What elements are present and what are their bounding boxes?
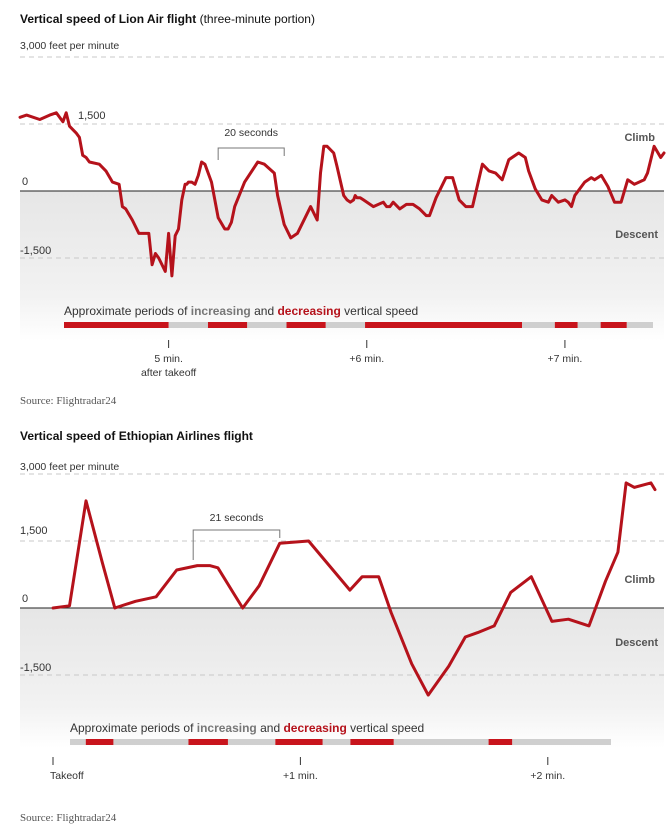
chart1-annotation-label: 20 seconds [224,127,278,139]
chart1-series-line [18,111,666,278]
chart2-periods-bar [70,739,611,745]
chart2-period-increasing [512,739,611,745]
chart1-y-tick-labels: 3,000 feet per minute 1,500 0 -1,500 [20,40,119,257]
chart2-x-tick-label: +1 min. [283,770,318,782]
chart2-period-decreasing [275,739,323,745]
chart2-y-tick-label: 0 [22,593,28,605]
chart1-subtitle: (three-minute portion) [200,12,315,26]
chart1-period-decreasing [207,322,248,328]
lion-air-chart: Vertical speed of Lion Air flight (three… [18,12,666,407]
chart2-x-axis: Takeoff +1 min. +2 min. [50,757,565,782]
chart2-series [51,481,657,697]
chart1-period-increasing [247,322,287,328]
chart1-title: Vertical speed of Lion Air flight [20,12,196,26]
chart2-period-decreasing [350,739,394,745]
chart2-period-increasing [227,739,276,745]
chart1-descent-area [20,191,664,341]
chart1-periods-increasing: increasing [191,304,251,318]
chart1-periods-caption: Approximate periods of increasing and de… [64,304,418,318]
chart1-y-tick-label: 3,000 feet per minute [20,40,119,52]
chart1-period-increasing [325,322,366,328]
chart1-annotation: 20 seconds [217,127,285,160]
chart2-periods-part3: and [257,721,284,735]
chart2-y-tick-labels: 3,000 feet per minute 1,500 0 -1,500 [20,461,119,674]
chart1-period-decreasing [554,322,578,328]
chart1-periods-part5: vertical speed [341,304,418,318]
chart1-period-increasing [577,322,601,328]
chart2-period-decreasing [188,739,228,745]
chart1-period-decreasing [286,322,326,328]
chart1-period-increasing [626,322,653,328]
chart1-period-decreasing [64,322,169,328]
chart2-y-tick-label: -1,500 [20,662,51,674]
chart2-periods-part1: Approximate periods of [70,721,197,735]
chart2-period-increasing [70,739,86,745]
chart1-title-line: Vertical speed of Lion Air flight (three… [20,12,315,26]
chart2-y-tick-label: 1,500 [20,525,48,537]
chart2-x-tick-label: +2 min. [530,770,565,782]
chart2-periods-part5: vertical speed [347,721,424,735]
chart2-period-increasing [113,739,189,745]
chart1-x-tick-label: 5 min. [154,353,183,365]
chart2-annotation: 21 seconds [192,512,281,560]
chart2-annotation-bracket [192,529,281,560]
chart1-x-tick-label-line2: after takeoff [141,367,196,379]
chart2-descent-area [20,608,664,748]
chart2-series-line [51,481,657,697]
chart2-period-decreasing [85,739,114,745]
chart1-periods-decreasing: decreasing [277,304,340,318]
chart1-descent-label: Descent [615,229,658,241]
chart1-x-axis: 5 min. after takeoff +6 min. +7 min. [141,340,582,379]
chart2-period-increasing [393,739,489,745]
chart1-period-decreasing [600,322,627,328]
chart2-gridlines [20,473,664,676]
chart2-periods-increasing: increasing [197,721,257,735]
chart1-source: Source: Flightradar24 [20,395,117,407]
chart1-periods-part3: and [251,304,278,318]
chart1-climb-label: Climb [624,132,655,144]
chart1-y-tick-label: -1,500 [20,245,51,257]
chart2-periods-decreasing: decreasing [283,721,346,735]
chart2-title: Vertical speed of Ethiopian Airlines fli… [20,429,253,443]
chart1-period-increasing [168,322,208,328]
chart2-x-tick-label: Takeoff [50,770,84,782]
chart1-period-decreasing [365,322,523,328]
chart1-annotation-bracket [217,147,285,160]
chart1-period-increasing [522,322,555,328]
chart2-source: Source: Flightradar24 [20,812,117,824]
chart2-period-increasing [322,739,351,745]
chart1-series [18,111,666,278]
chart1-y-tick-label: 1,500 [78,110,106,122]
chart1-y-tick-label: 0 [22,176,28,188]
chart1-x-tick-label: +6 min. [349,353,384,365]
chart2-descent-label: Descent [615,637,658,649]
ethiopian-chart: Vertical speed of Ethiopian Airlines fli… [20,429,664,824]
chart2-annotation-label: 21 seconds [210,512,264,524]
chart2-period-decreasing [488,739,513,745]
chart1-periods-bar [64,322,653,328]
chart2-periods-caption: Approximate periods of increasing and de… [70,721,424,735]
chart1-periods-part1: Approximate periods of [64,304,191,318]
chart2-climb-label: Climb [624,574,655,586]
chart2-y-tick-label: 3,000 feet per minute [20,461,119,473]
chart1-x-tick-label: +7 min. [548,353,583,365]
